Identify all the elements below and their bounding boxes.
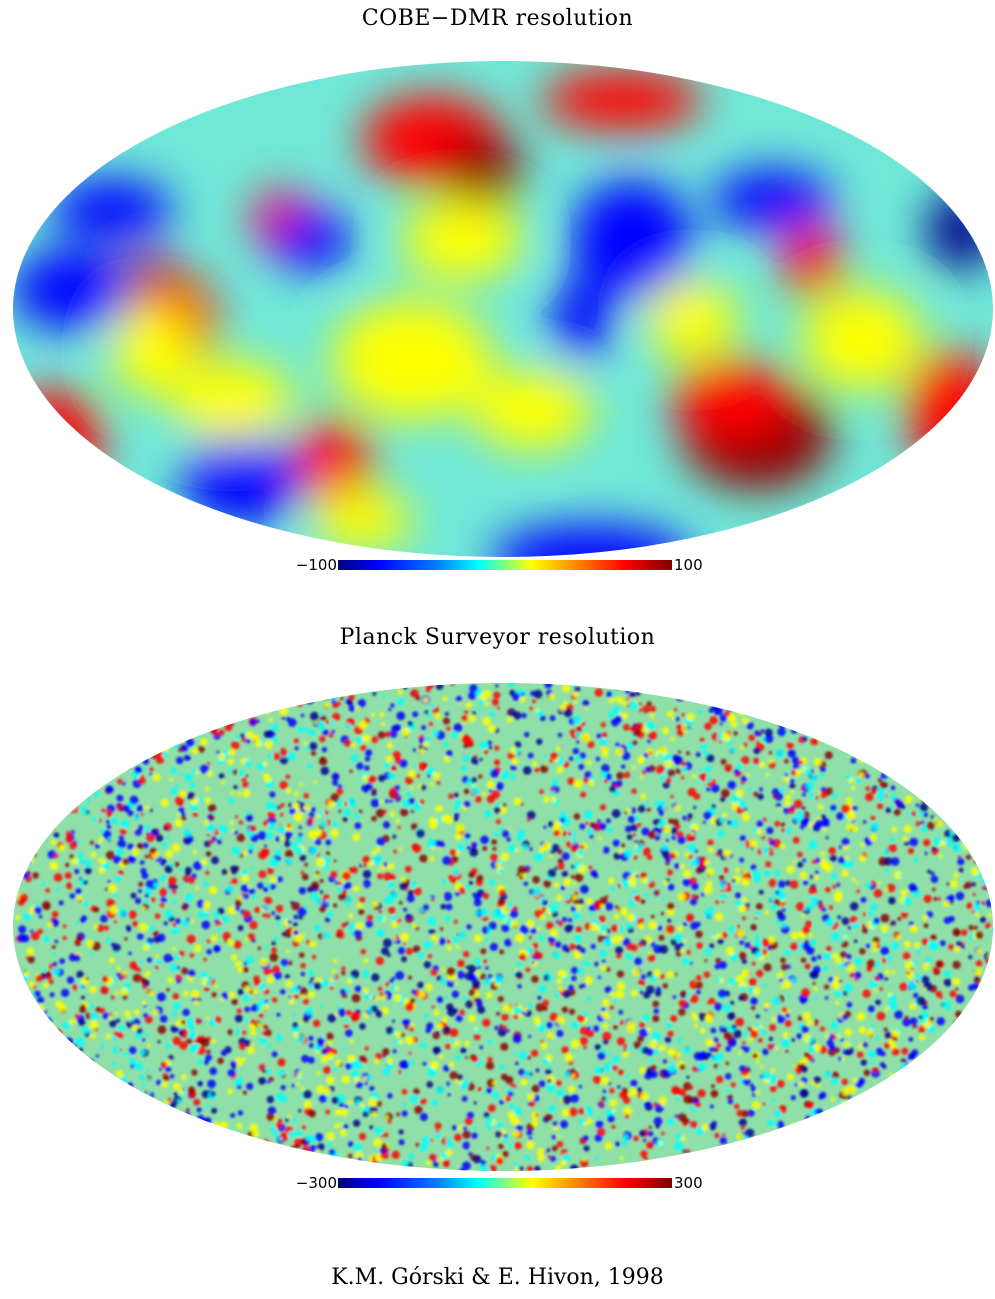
planck-colorbar-gradient <box>338 1178 672 1188</box>
planck-colorbar-min-label: −300 <box>295 1174 337 1192</box>
planck-colorbar-max-label: 300 <box>674 1174 703 1192</box>
planck-map-title: Planck Surveyor resolution <box>339 625 656 650</box>
cobe-colorbar-gradient <box>338 560 672 570</box>
planck-sky-map <box>13 683 993 1171</box>
cobe-colorbar: −100 100 <box>0 555 995 575</box>
cobe-map-title: COBE−DMR resolution <box>361 6 634 31</box>
cobe-colorbar-max-label: 100 <box>674 556 703 574</box>
cobe-colorbar-min-label: −100 <box>295 556 337 574</box>
cobe-sky-map <box>13 61 993 557</box>
planck-colorbar: −300 300 <box>0 1173 995 1193</box>
author-credit: K.M. Górski & E. Hivon, 1998 <box>331 1265 664 1290</box>
